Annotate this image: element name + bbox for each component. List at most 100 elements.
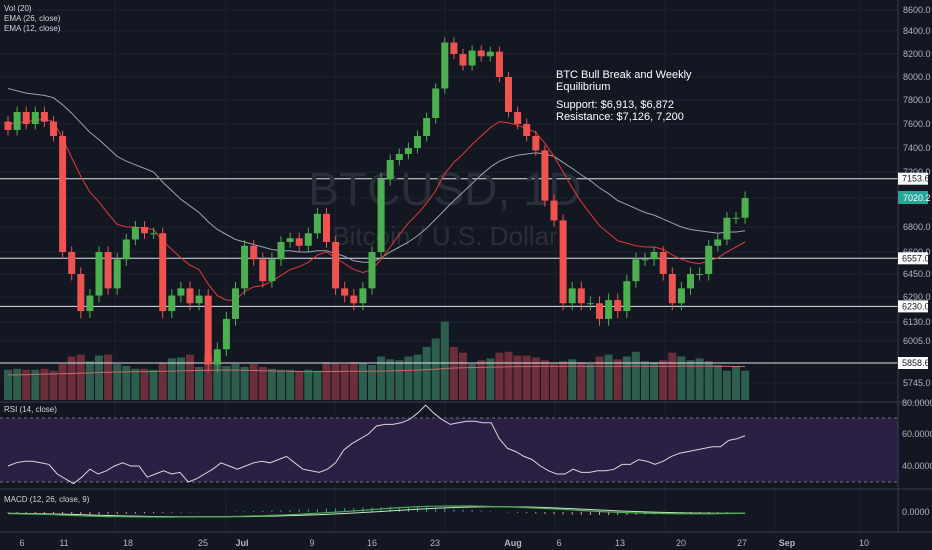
price-tick: 5745.0: [903, 378, 931, 388]
candle-body: [122, 239, 130, 260]
volume-bar: [732, 365, 740, 400]
price-tick: 6290.0: [903, 292, 931, 302]
price-tick: 8200.0: [903, 49, 931, 59]
candle-body: [95, 252, 103, 296]
volume-bar: [76, 354, 85, 400]
candle-body: [50, 121, 57, 136]
volume-bar: [295, 370, 304, 400]
level-tag: [898, 252, 928, 265]
candle-body: [568, 288, 576, 304]
level-tag: [898, 300, 928, 313]
candle-body: [222, 318, 230, 350]
volume-bar: [368, 364, 376, 400]
volume-bar: [204, 354, 213, 400]
volume-bar: [195, 366, 204, 400]
time-tick: 16: [367, 538, 377, 548]
annotation-resistance: Resistance: $7,126, 7,200: [556, 111, 684, 123]
volume-bar: [249, 364, 258, 400]
volume-bar: [277, 369, 285, 400]
legend-ema26[interactable]: EMA (26, close): [4, 14, 61, 23]
legend-macd[interactable]: MACD (12, 26, close, 9): [4, 495, 90, 504]
volume-bar: [440, 321, 449, 400]
volume-bar: [486, 358, 495, 400]
volume-bar: [513, 355, 522, 400]
candle-body: [623, 281, 631, 312]
volume-bar: [313, 370, 322, 400]
volume-bar: [386, 359, 395, 400]
volume-bar: [85, 361, 94, 400]
volume-bar: [213, 360, 222, 400]
volume-bar: [704, 361, 713, 400]
candle-body: [450, 42, 458, 54]
volume-bar: [377, 356, 386, 400]
candle-body: [650, 252, 658, 260]
volume-bar: [741, 370, 750, 400]
candle-body: [441, 42, 449, 89]
candle-body: [195, 295, 203, 304]
time-axis[interactable]: 6 11 18 25 Jul 9 16 23 Aug 6 13 20 27 Sep 10: [19, 538, 869, 548]
candle-body: [204, 295, 212, 365]
candle-body: [350, 295, 358, 304]
annotation-support: Support: $6,913, $6,872: [556, 99, 674, 111]
price-axis[interactable]: 8600.0 8400.0 8200.0 8000.0 7800.0 7600.0 7400…: [903, 5, 931, 388]
volume-bar: [477, 360, 486, 400]
time-tick: 10: [859, 538, 869, 548]
volume-bar: [13, 368, 22, 400]
volume-bar: [404, 356, 413, 400]
volume-bar: [49, 370, 58, 400]
time-tick: Aug: [504, 538, 522, 548]
ema12-line: [7, 118, 746, 301]
candle-body: [259, 259, 267, 282]
candle-body: [586, 303, 594, 305]
price-tick: 8400.0: [903, 26, 931, 36]
price-tick: 6800.0: [903, 222, 931, 232]
candle-body: [104, 252, 112, 289]
candle-body: [186, 288, 194, 304]
candle-body: [668, 274, 676, 304]
study-legends: Vol (20) EMA (26, close) EMA (12, close)…: [4, 4, 90, 504]
macd-signal-line: [7, 506, 746, 518]
candle-body: [323, 213, 330, 242]
volume-bar: [695, 358, 704, 400]
ema-lines: [7, 88, 746, 301]
macd-histogram: [7, 506, 746, 516]
legend-ema12[interactable]: EMA (12, close): [4, 24, 61, 33]
candle-body: [250, 245, 258, 260]
volume-bar: [531, 357, 540, 400]
candle-body: [687, 274, 694, 289]
price-tick: 6450.0: [903, 269, 931, 279]
candle-body: [377, 179, 385, 252]
candle-body: [232, 288, 239, 319]
time-tick: 6: [556, 538, 561, 548]
legend-vol[interactable]: Vol (20): [4, 4, 32, 13]
volume-bar: [176, 357, 185, 400]
candle-body: [596, 303, 603, 319]
volume-bar: [31, 369, 40, 400]
candle-body: [486, 51, 494, 57]
level-tag-label: 6230.0: [902, 301, 930, 311]
volume-bar: [4, 369, 12, 400]
rsi-axis-40: 40.0000: [902, 461, 932, 471]
candle-body: [741, 198, 749, 218]
candle-body: [359, 288, 367, 304]
time-tick: Jul: [235, 538, 248, 548]
candle-body: [68, 252, 76, 274]
volume-bar: [604, 354, 613, 400]
candle-body: [477, 50, 485, 57]
legend-rsi[interactable]: RSI (14, close): [4, 405, 57, 414]
time-tick: 23: [430, 538, 440, 548]
volume-bar: [586, 364, 595, 400]
price-tick: 7600.0: [903, 119, 931, 129]
candle-body: [31, 112, 39, 124]
candle-body: [286, 238, 294, 242]
candle-body: [559, 220, 567, 304]
candle-body: [414, 136, 421, 148]
volume-bar: [613, 359, 622, 400]
volume-bar: [358, 363, 367, 400]
candle-body: [532, 136, 540, 151]
watermark-ticker: BTCUSD, 1D: [308, 163, 581, 215]
volume-bar: [468, 364, 477, 400]
volume-bar: [104, 354, 113, 400]
rsi-line: [7, 404, 746, 485]
